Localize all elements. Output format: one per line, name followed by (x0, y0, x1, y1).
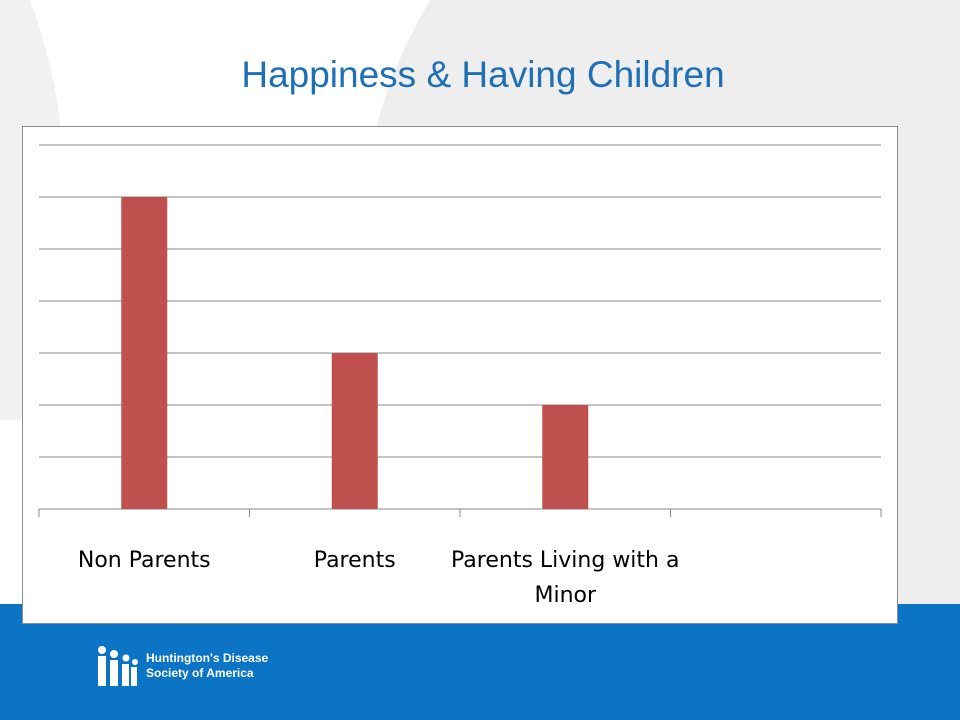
logo-line-2: Society of America (146, 666, 254, 680)
bar (121, 197, 168, 509)
bar (331, 353, 378, 509)
hdsa-figures-icon (98, 646, 138, 686)
organization-logo: Huntington's Disease Society of America (96, 642, 268, 690)
slide-title: Happiness & Having Children (241, 54, 725, 95)
x-tick-label: Parents (314, 548, 396, 573)
chart-area: Non Parents Parents Parents Living with a M… (22, 126, 898, 624)
bar (542, 405, 589, 509)
logo-line-1: Huntington's Disease (146, 651, 269, 665)
x-tick-label: Non Parents (78, 548, 211, 573)
x-tick-label: Minor (534, 583, 596, 608)
x-tick-label: Parents Living with a (451, 548, 679, 573)
bar-chart: Non Parents Parents Parents Living with a M… (38, 144, 882, 608)
